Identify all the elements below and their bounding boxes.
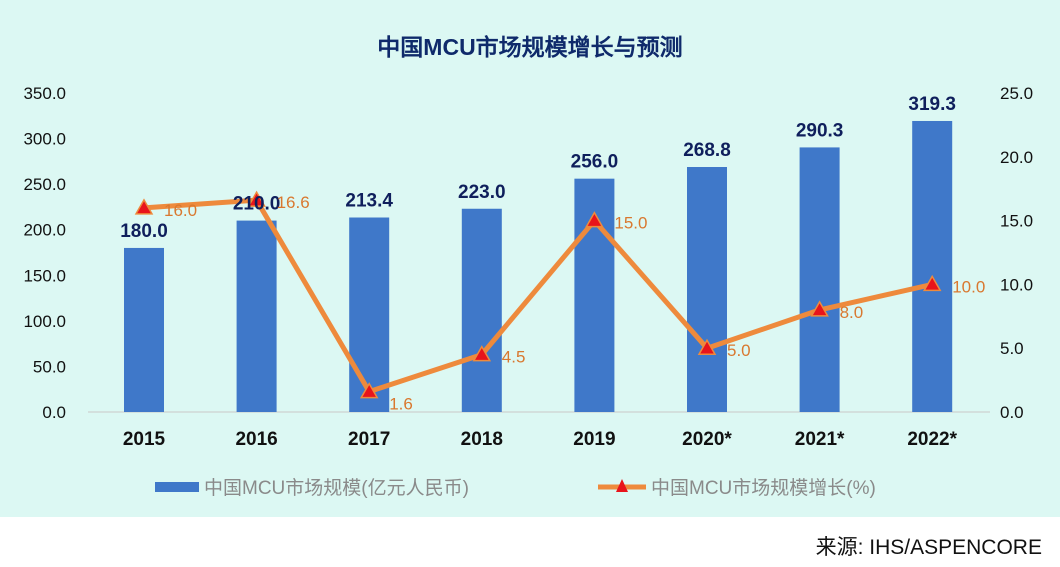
y-left-tick-label: 200.0 bbox=[23, 221, 66, 240]
y-left-tick-label: 50.0 bbox=[33, 357, 66, 376]
growth-line bbox=[143, 197, 933, 395]
x-tick-label: 2015 bbox=[123, 429, 166, 450]
y-right-tick-label: 15.0 bbox=[1000, 212, 1033, 231]
growth-value-label: 16.0 bbox=[164, 201, 197, 220]
y-right-tick-label: 20.0 bbox=[1000, 148, 1033, 167]
bar-value-label: 213.4 bbox=[345, 191, 393, 212]
bar-value-label: 210.0 bbox=[233, 194, 281, 215]
y-right-tick-label: 25.0 bbox=[1000, 84, 1033, 103]
y-right-tick-label: 0.0 bbox=[1000, 403, 1024, 422]
x-tick-label: 2016 bbox=[235, 429, 277, 450]
y-left-tick-label: 250.0 bbox=[23, 175, 66, 194]
x-tick-label: 2017 bbox=[348, 429, 390, 450]
chart-title: 中国MCU市场规模增长与预测 bbox=[377, 34, 682, 60]
growth-marker bbox=[472, 345, 492, 362]
y-right-tick-label: 10.0 bbox=[1000, 275, 1033, 294]
legend-bar-label: 中国MCU市场规模(亿元人民币) bbox=[204, 477, 469, 499]
y-left-tick-label: 100.0 bbox=[23, 312, 66, 331]
legend-bar-swatch bbox=[155, 482, 199, 492]
growth-marker bbox=[134, 198, 154, 215]
bar bbox=[799, 147, 840, 412]
x-tick-label: 2022* bbox=[907, 429, 957, 450]
bar bbox=[461, 208, 502, 412]
y-left-tick-label: 150.0 bbox=[23, 266, 66, 285]
legend-line-label: 中国MCU市场规模增长(%) bbox=[651, 477, 876, 499]
growth-marker bbox=[247, 190, 266, 207]
growth-value-label: 15.0 bbox=[614, 214, 647, 233]
growth-marker bbox=[697, 338, 717, 355]
bar-value-label: 180.0 bbox=[120, 221, 168, 242]
growth-marker bbox=[359, 382, 379, 399]
bar-value-label: 290.3 bbox=[796, 120, 844, 141]
bar bbox=[349, 217, 390, 412]
x-tick-label: 2019 bbox=[573, 429, 615, 450]
growth-value-label: 10.0 bbox=[952, 277, 985, 296]
growth-marker bbox=[810, 300, 829, 317]
y-right-tick-label: 5.0 bbox=[1000, 339, 1024, 358]
bar-value-label: 319.3 bbox=[908, 94, 956, 115]
chart: 中国MCU市场规模增长与预测 0.0 50.0 100.0 150.0 200.0 250… bbox=[23, 34, 1033, 499]
source-note: 来源: IHS/ASPENCORE bbox=[815, 536, 1042, 559]
x-tick-label: 2018 bbox=[461, 429, 503, 450]
growth-marker bbox=[922, 274, 942, 292]
x-tick-label: 2020* bbox=[682, 429, 732, 450]
bar bbox=[236, 220, 277, 412]
y-left-tick-label: 350.0 bbox=[23, 84, 66, 103]
y-left-tick-label: 300.0 bbox=[23, 130, 66, 149]
bar-value-label: 268.8 bbox=[683, 140, 731, 161]
growth-value-label: 1.6 bbox=[389, 395, 413, 414]
bar-value-label: 223.0 bbox=[458, 182, 506, 203]
chart-area: 中国MCU市场规模增长与预测 0.0 50.0 100.0 150.0 200.0 250… bbox=[0, 0, 1060, 517]
bar-value-label: 256.0 bbox=[571, 152, 619, 173]
growth-marker bbox=[585, 211, 604, 228]
y-left-tick-label: 0.0 bbox=[42, 403, 66, 422]
bar bbox=[124, 247, 164, 412]
growth-value-label: 5.0 bbox=[727, 341, 751, 360]
x-tick-label: 2021* bbox=[795, 429, 845, 450]
bar bbox=[912, 120, 953, 412]
legend-triangle-icon bbox=[616, 479, 628, 492]
growth-value-label: 16.6 bbox=[277, 193, 310, 212]
bar bbox=[687, 167, 727, 412]
growth-value-label: 8.0 bbox=[840, 303, 864, 322]
growth-value-label: 4.5 bbox=[502, 348, 526, 367]
